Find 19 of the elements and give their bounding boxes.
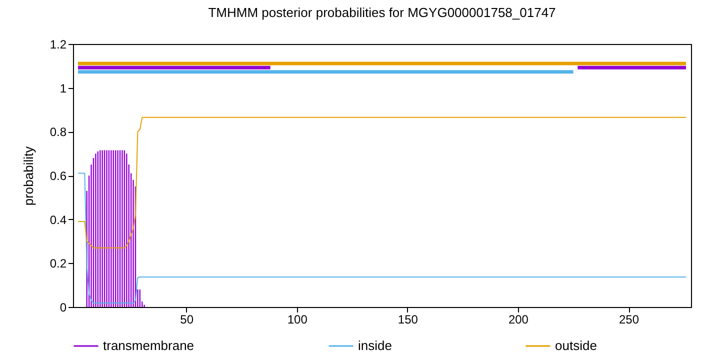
line-series: [78, 116, 686, 248]
x-tick-label: 200: [508, 312, 529, 326]
x-tick-label: 250: [619, 312, 640, 326]
legend-label: transmembrane: [103, 338, 194, 352]
y-tick-label: 0.4: [50, 212, 67, 227]
y-tick-label: 0.6: [50, 169, 67, 183]
legend-label: inside: [358, 338, 392, 352]
legend-label: outside: [555, 338, 597, 352]
x-tick-label: 50: [180, 312, 194, 326]
y-tick-label: 0: [60, 300, 67, 314]
x-tick-label: 150: [398, 312, 418, 326]
y-tick-label: 0.8: [50, 125, 67, 140]
y-tick-label: 1.2: [50, 38, 67, 52]
y-tick-label: 0.2: [50, 256, 67, 271]
y-tick-label: 1: [60, 81, 67, 96]
y-axis-title: probability: [20, 146, 36, 206]
line-series: [78, 172, 686, 304]
chart-title: TMHMM posterior probabilities for MGYG000001758_01747: [208, 5, 556, 20]
x-tick-label: 100: [287, 312, 308, 326]
